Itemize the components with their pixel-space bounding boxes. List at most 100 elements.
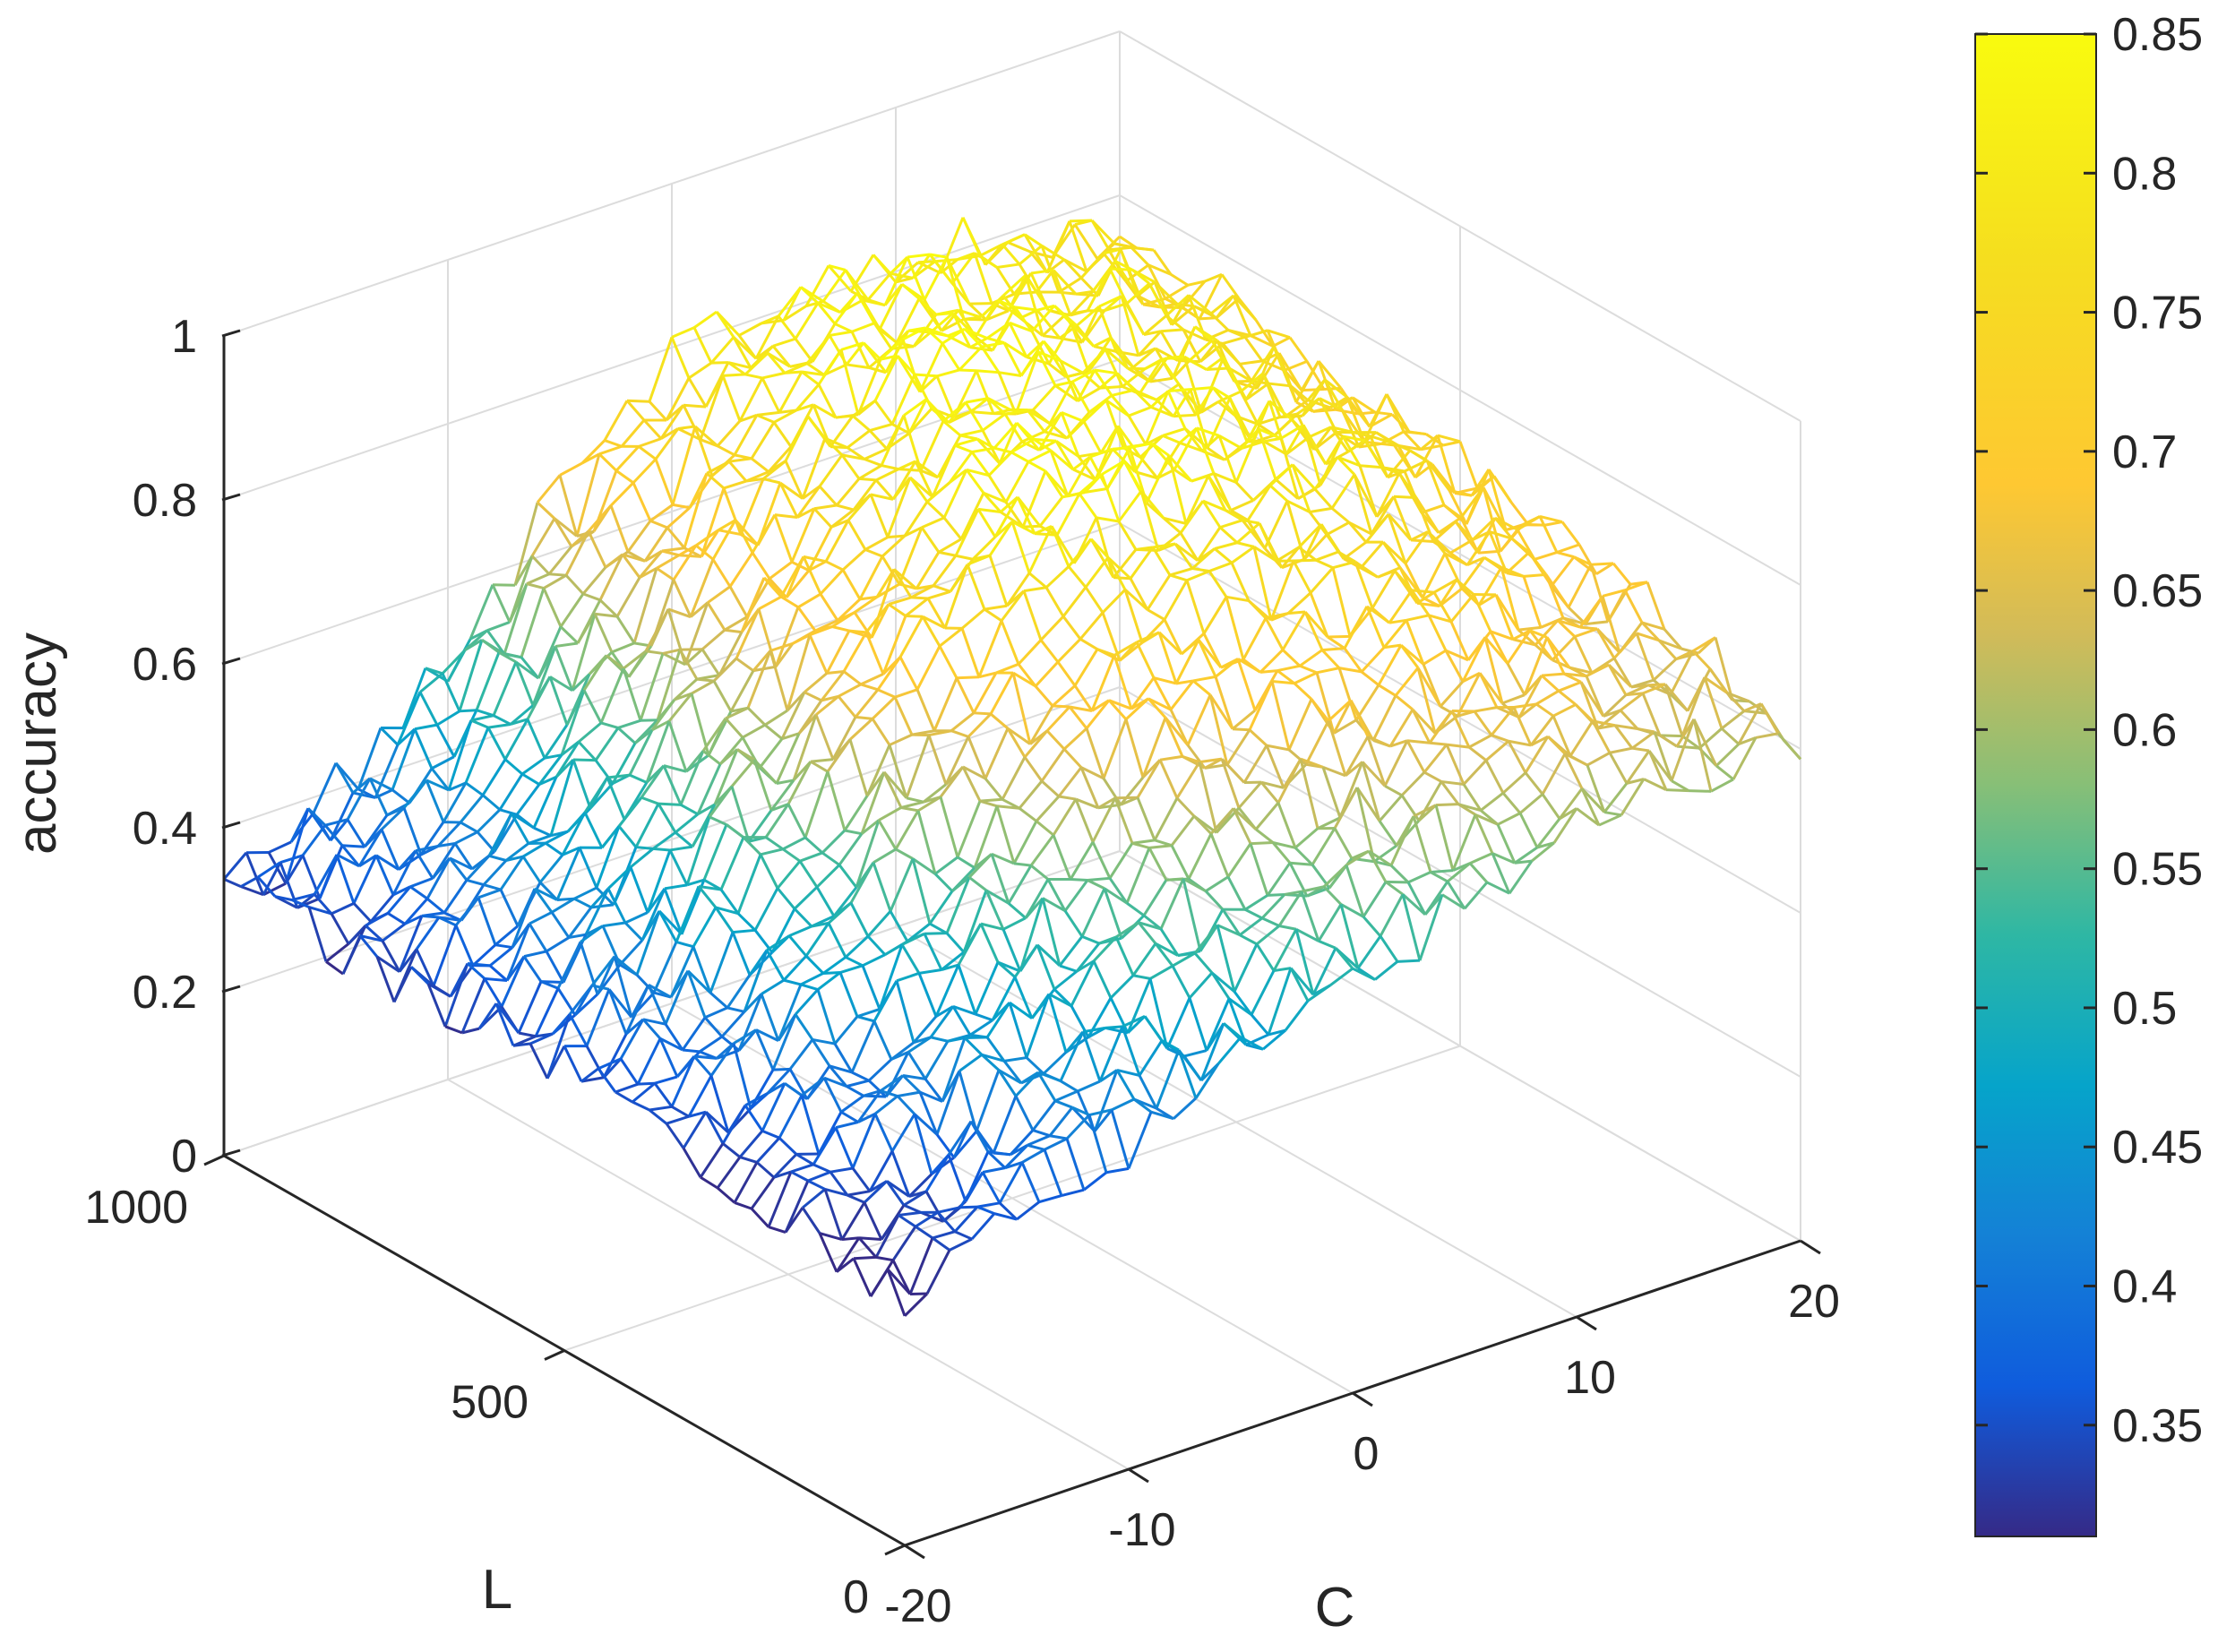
mesh-segment bbox=[1027, 449, 1052, 463]
mesh-segment bbox=[1102, 252, 1128, 283]
mesh-segment bbox=[1221, 908, 1242, 936]
mesh-segment bbox=[546, 1013, 572, 1080]
mesh-segment bbox=[1457, 803, 1476, 816]
mesh-segment bbox=[1120, 296, 1140, 357]
mesh-segment bbox=[1364, 513, 1390, 544]
mesh-segment bbox=[895, 848, 914, 860]
mesh-segment bbox=[844, 829, 863, 836]
mesh-segment bbox=[996, 262, 1020, 270]
mesh-segment bbox=[510, 718, 529, 726]
mesh-segment bbox=[937, 1206, 961, 1214]
mesh-segment bbox=[1175, 796, 1196, 818]
mesh-segment bbox=[1471, 517, 1497, 541]
mesh-segment bbox=[465, 855, 491, 882]
mesh-segment bbox=[916, 810, 937, 874]
mesh-segment bbox=[838, 864, 858, 889]
mesh-segment bbox=[1425, 460, 1451, 492]
mesh-segment bbox=[886, 1269, 907, 1317]
mesh-segment bbox=[635, 846, 654, 850]
mesh-segment bbox=[568, 984, 594, 1016]
mesh-segment bbox=[721, 1105, 747, 1145]
mesh-segment bbox=[1463, 881, 1489, 910]
mesh-segment bbox=[615, 1090, 633, 1104]
mesh-segment bbox=[833, 1043, 854, 1073]
mesh-segment bbox=[794, 988, 820, 1016]
mesh-segment bbox=[1169, 567, 1193, 577]
mesh-segment bbox=[976, 437, 1001, 465]
mesh-segment bbox=[856, 1089, 882, 1123]
mesh-segment bbox=[962, 765, 986, 780]
mesh-segment bbox=[800, 983, 819, 991]
mesh-segment bbox=[1106, 556, 1127, 590]
mesh-segment bbox=[845, 341, 865, 366]
mesh-segment bbox=[1400, 794, 1421, 822]
mesh-segment bbox=[1635, 632, 1655, 681]
mesh-segment bbox=[807, 1179, 826, 1191]
mesh-segment bbox=[1202, 499, 1226, 512]
mesh-segment bbox=[1294, 928, 1315, 995]
mesh-segment bbox=[1321, 647, 1345, 652]
mesh-segment bbox=[958, 368, 977, 373]
z-tick-label: 0.2 bbox=[133, 967, 197, 1019]
mesh-segment bbox=[1738, 736, 1757, 745]
mesh-segment bbox=[1468, 862, 1489, 883]
mesh-segment bbox=[737, 1028, 758, 1052]
mesh-segment bbox=[1556, 551, 1575, 559]
mesh-segment bbox=[945, 932, 966, 953]
mesh-segment bbox=[1192, 814, 1213, 835]
mesh-segment bbox=[358, 854, 377, 868]
mesh-segment bbox=[1333, 787, 1359, 830]
mesh-segment bbox=[662, 652, 686, 667]
mesh-segment bbox=[866, 910, 892, 938]
mesh-segment bbox=[961, 217, 982, 257]
mesh-segment bbox=[964, 1036, 988, 1039]
mesh-segment bbox=[477, 1002, 498, 1029]
mesh-segment bbox=[1378, 684, 1397, 697]
mesh-segment bbox=[779, 481, 804, 500]
mesh-segment bbox=[873, 980, 898, 1022]
mesh-segment bbox=[677, 427, 701, 442]
mesh-segment bbox=[941, 963, 959, 971]
mesh-segment bbox=[844, 935, 870, 959]
mesh-segment bbox=[648, 400, 668, 422]
mesh-segment bbox=[804, 691, 822, 702]
mesh-segment bbox=[1114, 936, 1135, 977]
z-tick-label: 0 bbox=[171, 1131, 197, 1183]
mesh-segment bbox=[1080, 766, 1105, 780]
mesh-segment bbox=[985, 309, 1010, 322]
mesh-segment bbox=[1586, 663, 1610, 677]
mesh-segment bbox=[1601, 596, 1621, 653]
mesh-segment bbox=[847, 520, 867, 551]
mesh-segment bbox=[801, 1076, 825, 1097]
z-tick-label: 0.4 bbox=[133, 803, 197, 855]
mesh-segment bbox=[1067, 538, 1093, 568]
mesh-segment bbox=[860, 683, 879, 692]
mesh-segment bbox=[1456, 578, 1474, 596]
mesh-segment bbox=[936, 1211, 957, 1233]
mesh-segment bbox=[1049, 1134, 1068, 1140]
mesh-segment bbox=[1222, 335, 1246, 345]
mesh-segment bbox=[313, 854, 339, 895]
mesh-segment bbox=[677, 425, 696, 430]
mesh-segment bbox=[1076, 959, 1095, 973]
mesh-segment bbox=[1152, 249, 1173, 276]
mesh-segment bbox=[817, 348, 843, 386]
mesh-segment bbox=[786, 634, 812, 711]
mesh-segment bbox=[933, 677, 958, 732]
mesh-segment bbox=[1164, 717, 1184, 758]
mesh-segment bbox=[1070, 323, 1090, 373]
mesh-segment bbox=[1336, 456, 1356, 476]
mesh-segment bbox=[726, 1006, 745, 1013]
mesh-segment bbox=[517, 981, 543, 1034]
mesh-segment bbox=[600, 825, 621, 849]
mesh-segment bbox=[728, 552, 754, 588]
mesh-segment bbox=[1101, 589, 1127, 614]
mesh-segment bbox=[1021, 430, 1045, 443]
mesh-segment bbox=[808, 560, 827, 572]
mesh-segment bbox=[1264, 617, 1285, 651]
mesh-segment bbox=[948, 410, 972, 425]
mesh-segment bbox=[659, 1037, 683, 1052]
mesh-segment bbox=[1001, 273, 1027, 297]
mesh-segment bbox=[609, 504, 630, 553]
mesh-segment bbox=[755, 1137, 781, 1164]
